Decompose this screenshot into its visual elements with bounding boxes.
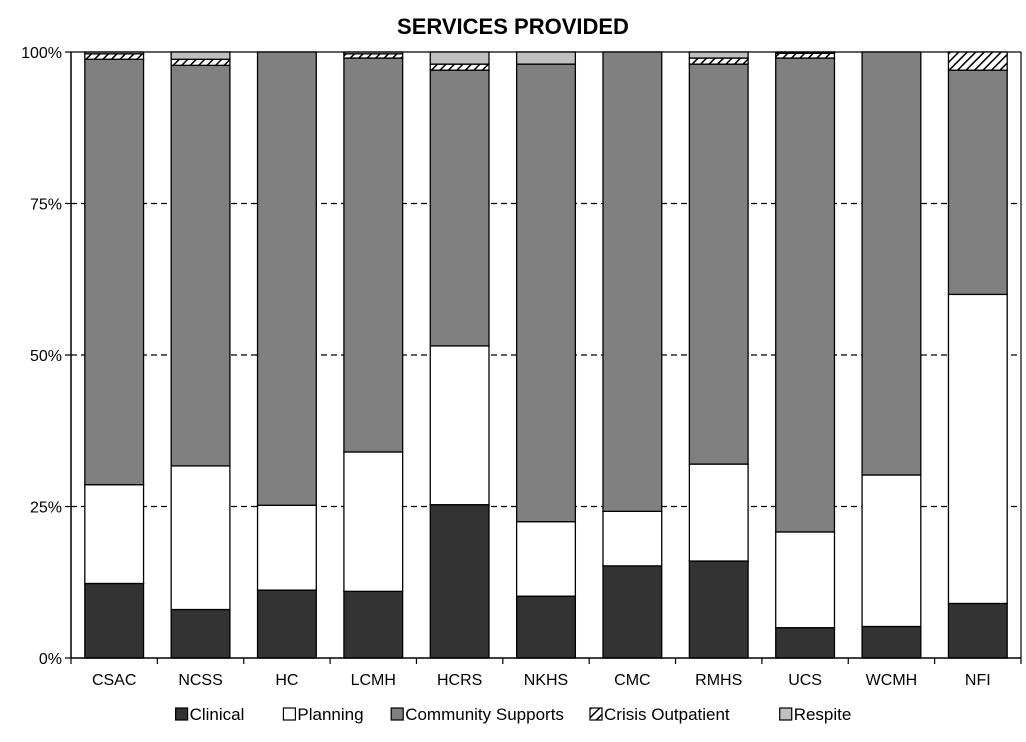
bar-segment [170,608,231,659]
bar-segment [775,51,836,54]
x-tick-label: NFI [965,672,991,689]
axes: CSAC NCSS HC LCMH HCRS NKHS CMC RMHS UCS WCMH NFI 0… [21,45,1022,689]
y-tick-label: 25% [30,500,62,517]
bar-segment [170,51,231,60]
bar-segment [775,627,836,659]
x-tick-label: CMC [614,672,650,689]
bar-group [515,51,577,659]
legend-label: Community Supports [405,705,564,724]
bar-segment [602,51,663,512]
x-tick-label: CSAC [92,672,136,689]
bar-segment [84,582,145,659]
legend-swatch [175,707,189,721]
bar-segment [688,51,749,59]
legend-swatch [589,707,603,721]
bar-segment [343,451,404,592]
legend-swatch [282,707,296,721]
bar-segment [515,63,577,523]
bar-group [688,51,749,659]
bar-segment [515,51,577,65]
bar-segment [688,63,749,465]
bar-segment [84,53,145,60]
bar-segment [256,504,317,591]
bar-segment [84,58,145,486]
bar-segment [256,589,317,659]
chart-title: SERVICES PROVIDED [397,14,629,39]
legend-label: Planning [297,705,363,724]
y-tick-label: 50% [30,348,62,365]
legend-swatch [390,707,404,721]
bar-segment [429,51,490,65]
legend-label: Crisis Outpatient [604,705,730,724]
bar-segment [947,293,1008,605]
legend: Clinical Planning Community Supports Crisis… [175,705,852,724]
legend-label: Respite [794,705,852,724]
bar-segment [861,474,922,628]
bar-segment [688,57,749,65]
bar-segment [84,484,145,585]
x-tick-label: HC [275,672,298,689]
bar-segment [343,590,404,659]
bar-segment [861,625,922,659]
bar-segment [947,51,1008,71]
bar-segment [515,521,577,597]
bar-segment [170,64,231,467]
y-tick-label: 0% [39,651,62,668]
bar-segment [861,51,922,476]
y-tick-label: 75% [30,197,62,214]
bar-segment [343,51,404,55]
bar-segment [775,57,836,533]
bar-group [256,51,317,659]
bar-group [947,51,1008,659]
bar-group [602,51,663,659]
bar-group [429,51,490,659]
bar-group [775,51,836,659]
legend-swatch [779,707,793,721]
x-tick-label: HCRS [437,672,482,689]
bar-segment [775,531,836,629]
x-tick-label: WCMH [866,672,918,689]
bar-segment [429,69,490,347]
bar-group [170,51,231,659]
legend-label: Clinical [190,705,245,724]
bars [84,51,1008,659]
bar-segment [170,465,231,611]
bar-segment [688,463,749,562]
x-tick-label: NCSS [178,672,222,689]
bar-group [343,51,404,659]
bar-segment [429,63,490,71]
y-tick-label: 100% [21,45,62,62]
bar-segment [688,560,749,659]
bar-segment [775,52,836,59]
bar-segment [947,69,1008,296]
bar-segment [429,345,490,506]
bar-group [861,51,922,659]
bar-segment [602,510,663,567]
bar-group [84,51,145,659]
bar-segment [947,602,1008,659]
bar-segment [170,58,231,66]
bar-segment [602,565,663,659]
bar-segment [84,51,145,55]
x-tick-label: NKHS [524,672,568,689]
x-tick-label: RMHS [695,672,742,689]
bar-segment [256,51,317,506]
x-tick-label: UCS [788,672,822,689]
bar-segment [343,57,404,453]
x-tick-label: LCMH [351,672,396,689]
bar-segment [515,595,577,659]
bar-segment [429,504,490,659]
